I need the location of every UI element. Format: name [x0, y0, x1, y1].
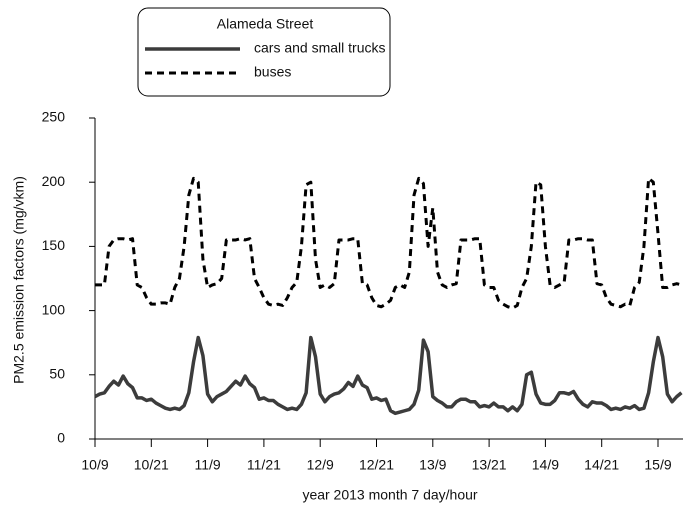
legend-label: buses: [254, 64, 291, 80]
y-tick-label: 100: [42, 301, 66, 317]
x-tick-label: 15/9: [644, 457, 671, 473]
y-tick-label: 250: [42, 109, 66, 125]
y-tick-label: 150: [42, 237, 66, 253]
legend-title: Alameda Street: [217, 16, 314, 32]
series-line: [95, 176, 682, 310]
x-tick-label: 10/21: [134, 457, 169, 473]
x-tick-label: 12/21: [359, 457, 394, 473]
x-axis-label: year 2013 month 7 day/hour: [302, 487, 477, 503]
x-tick-label: 11/9: [194, 457, 220, 473]
x-tick-label: 10/9: [81, 457, 108, 473]
x-tick-label: 12/9: [307, 457, 334, 473]
legend-box: [137, 7, 391, 97]
legend-label: cars and small trucks: [254, 40, 385, 56]
x-tick-label: 13/21: [472, 457, 507, 473]
y-tick-label: 0: [57, 430, 65, 446]
series-line: [94, 335, 683, 416]
x-tick-label: 14/9: [532, 457, 559, 473]
y-tick-label: 200: [42, 173, 66, 189]
y-tick-label: 50: [49, 366, 65, 382]
x-tick-label: 14/21: [584, 457, 619, 473]
x-tick-label: 13/9: [419, 457, 446, 473]
y-axis-label: PM2.5 emission factors (mg/vkm): [11, 176, 27, 384]
x-tick-label: 11/21: [247, 457, 281, 473]
